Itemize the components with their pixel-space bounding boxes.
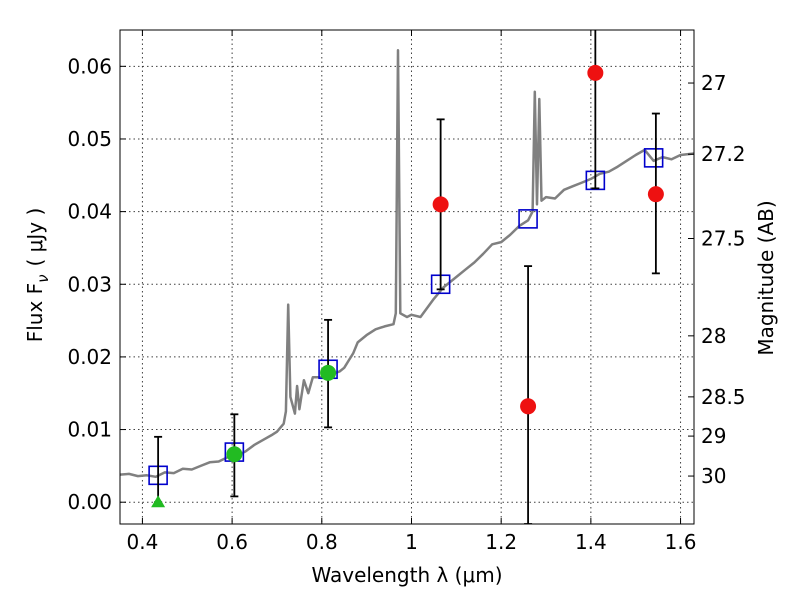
svg-text:Flux Fν( μJy ): Flux Fν ( μJy ) xyxy=(23,208,52,343)
x-tick-label: 0.6 xyxy=(216,530,248,554)
x-tick-label: 1 xyxy=(405,530,418,554)
data-point-marker xyxy=(432,196,449,213)
axes: 0.4 0.6 0.8 1 1.2 1.4 1.6 0.00 0.01 0.02 0.03 0.04 0… xyxy=(67,30,746,554)
x-tick-label: 1.4 xyxy=(575,530,607,554)
x-tick-label: 0.4 xyxy=(127,530,159,554)
model-square-marker xyxy=(518,209,538,229)
data-point-marker xyxy=(520,398,537,415)
data-point-marker xyxy=(587,64,604,81)
upper-limit-marker xyxy=(151,495,166,508)
right-tick-label: 27.5 xyxy=(701,226,746,250)
right-tick-label: 29 xyxy=(701,424,726,448)
right-tick-label: 27.2 xyxy=(701,142,746,166)
right-tick-label: 28 xyxy=(701,324,726,348)
y-axis-label-subscript: ν xyxy=(34,274,52,282)
x-tick-label: 1.2 xyxy=(485,530,517,554)
right-axis-label: Magnitude (AB) xyxy=(754,200,778,355)
y-tick-label: 0.00 xyxy=(67,490,112,514)
x-axis-label: Wavelength λ (μm) xyxy=(311,563,502,587)
y-axis-label: Flux F xyxy=(23,283,47,342)
data-layer xyxy=(120,30,694,524)
model-square-marker xyxy=(643,148,664,168)
y-tick-label: 0.06 xyxy=(67,54,112,78)
y-tick-label: 0.04 xyxy=(67,200,112,224)
y-tick-label: 0.02 xyxy=(67,345,112,369)
data-point-marker xyxy=(320,364,337,381)
data-point-marker xyxy=(226,446,243,463)
right-tick-label: 28.5 xyxy=(701,385,746,409)
right-tick-label: 30 xyxy=(701,464,726,488)
data-point-marker xyxy=(647,186,664,203)
x-tick-label: 0.8 xyxy=(306,530,338,554)
y-tick-label: 0.03 xyxy=(67,272,112,296)
y-axis-label-unit: ( μJy ) xyxy=(23,208,47,267)
plot-frame xyxy=(119,29,695,525)
right-tick-label: 27 xyxy=(701,71,726,95)
x-tick-label: 1.6 xyxy=(665,530,697,554)
right-axis-label-group: Magnitude (AB) xyxy=(754,200,778,355)
y-tick-label: 0.05 xyxy=(67,127,112,151)
y-axis-label-group: Flux Fν ( μJy ) xyxy=(23,208,52,343)
y-tick-label: 0.01 xyxy=(67,418,112,442)
